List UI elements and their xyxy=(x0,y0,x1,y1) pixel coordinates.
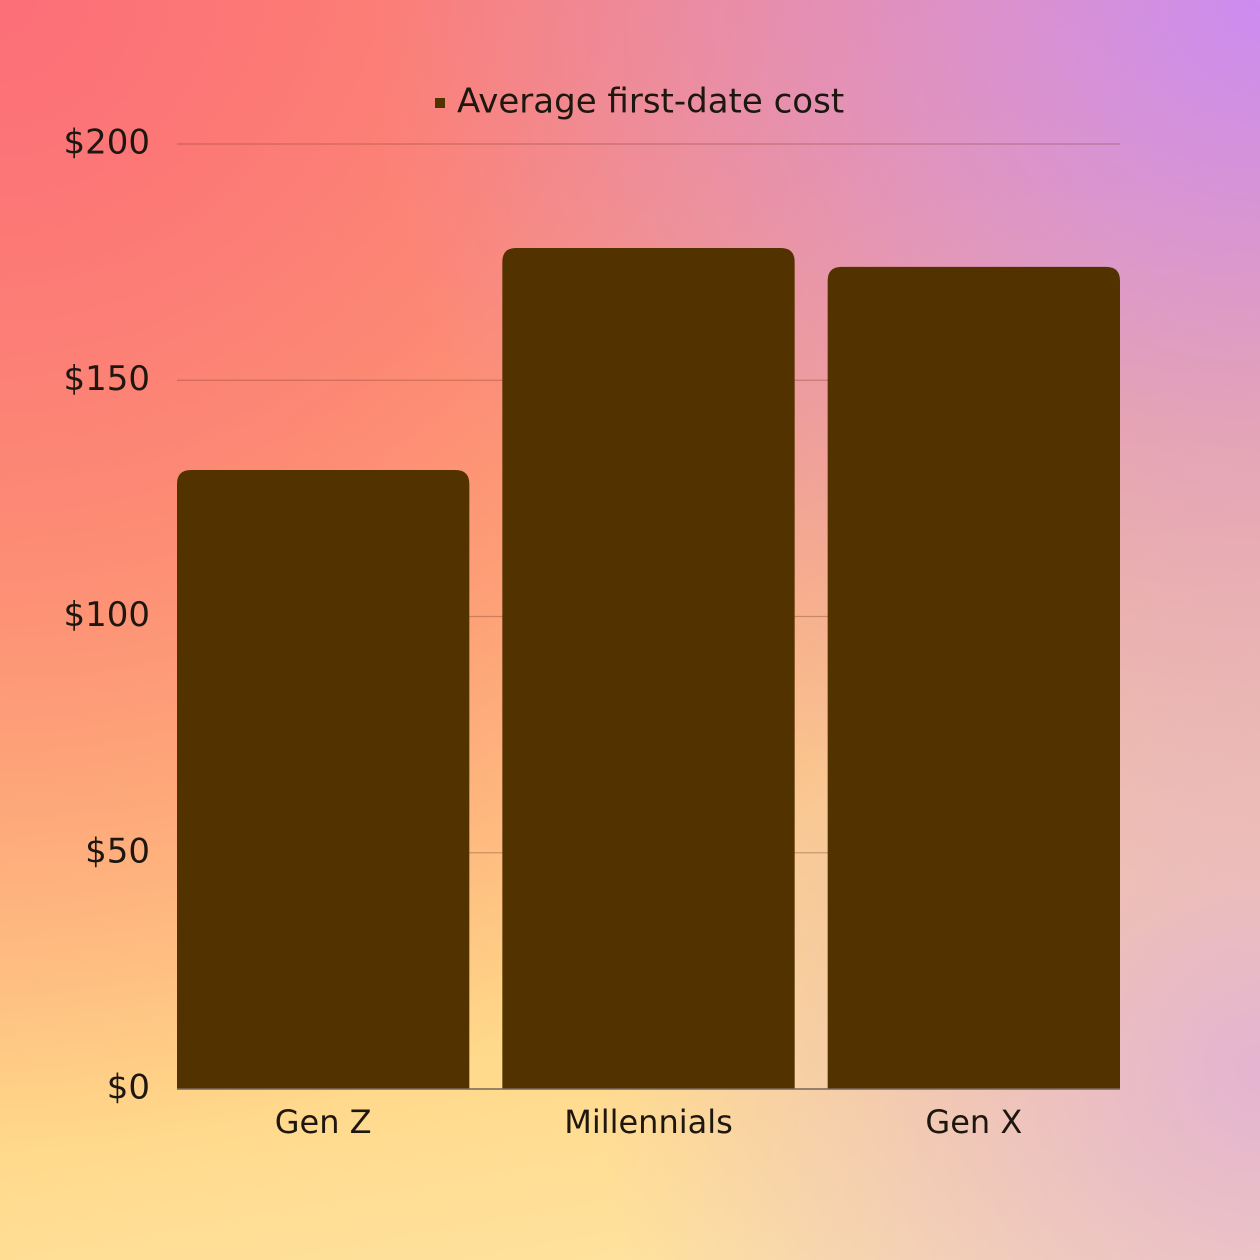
y-tick-label: $50 xyxy=(85,831,150,871)
bar xyxy=(827,266,1120,1090)
bar xyxy=(502,247,795,1089)
x-tick-label: Gen Z xyxy=(275,1103,372,1141)
legend-swatch xyxy=(435,98,445,108)
bar xyxy=(177,470,470,1089)
y-tick-label: $200 xyxy=(63,123,150,163)
x-tick-label: Gen X xyxy=(925,1103,1022,1141)
legend-label: Average first-date cost xyxy=(457,82,844,122)
x-tick-label: Millennials xyxy=(564,1103,733,1141)
y-tick-label: $0 xyxy=(107,1068,150,1108)
y-tick-label: $100 xyxy=(63,595,150,635)
y-tick-label: $150 xyxy=(63,359,150,399)
